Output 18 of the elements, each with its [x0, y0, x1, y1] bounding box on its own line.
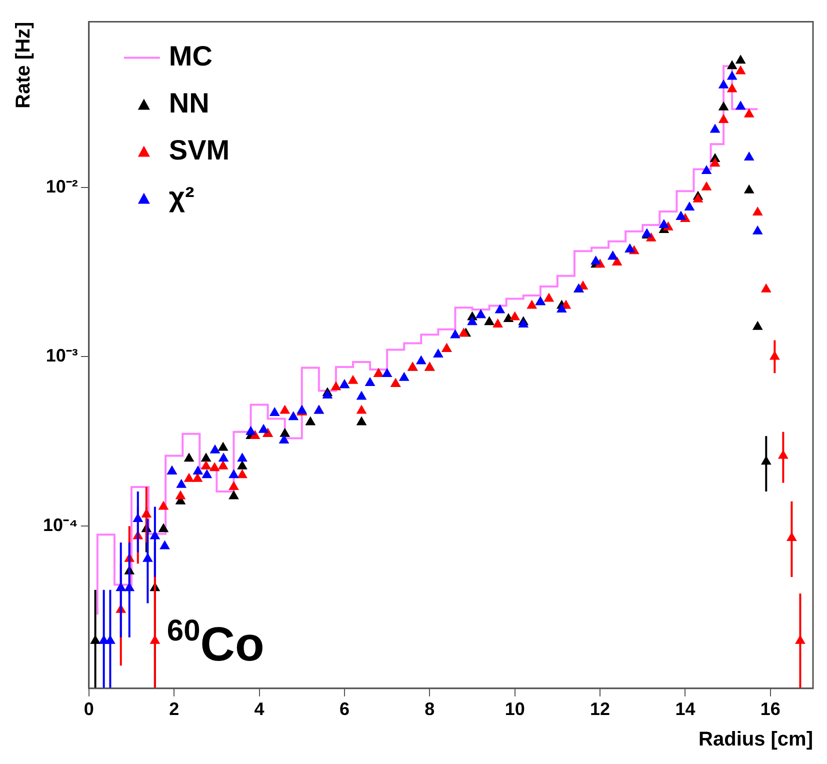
legend-label: SVM	[168, 134, 230, 166]
y-tick-label: 10⁻²	[46, 176, 78, 196]
x-tick-label: 0	[84, 699, 94, 720]
x-tick-label: 4	[254, 699, 264, 720]
legend-label: χ²	[168, 182, 194, 213]
y-tick-label: 10⁻⁴	[42, 515, 78, 536]
legend-label: NN	[168, 88, 210, 119]
x-tick-label: 8	[424, 699, 435, 720]
y-axis-title: Rate [Hz]	[12, 22, 35, 108]
legend-label: MC	[168, 40, 212, 72]
x-tick-label: 12	[590, 699, 610, 720]
x-axis-title: Radius [cm]	[698, 728, 813, 751]
x-tick-label: 16	[760, 699, 780, 720]
x-tick-label: 10	[504, 699, 525, 720]
y-tick-label: 10⁻³	[46, 346, 78, 366]
x-tick-label: 2	[169, 699, 180, 720]
x-tick-label: 6	[339, 699, 350, 720]
x-tick-label: 14	[675, 699, 696, 720]
